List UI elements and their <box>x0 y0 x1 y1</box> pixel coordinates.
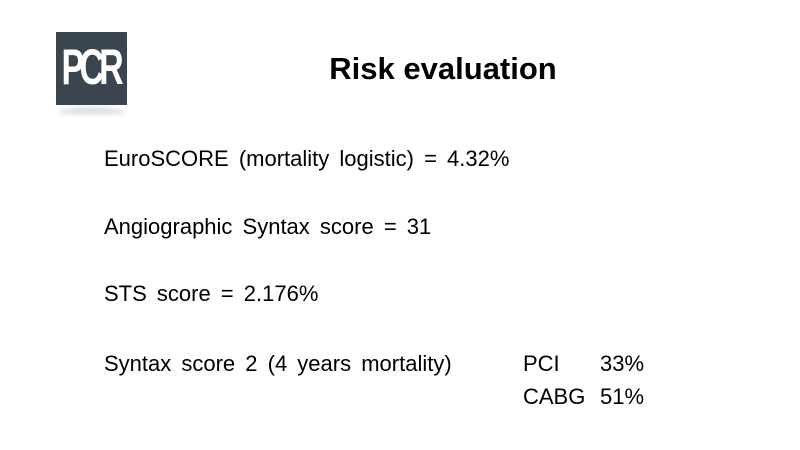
sts-score-line: STS score = 2.176% <box>104 281 319 306</box>
angiographic-syntax-score-line: Angiographic Syntax score = 31 <box>104 214 432 239</box>
syntax-score-2-line: Syntax score 2 (4 years mortality) <box>104 351 452 376</box>
pci-label: PCI <box>523 351 560 376</box>
pcr-logo: PCR <box>56 32 127 105</box>
logo-reflection <box>58 108 126 117</box>
pci-value: 33% <box>600 351 645 376</box>
euroscore-line: EuroSCORE (mortality logistic) = 4.32% <box>104 146 510 171</box>
pcr-logo-text: PCR <box>61 38 124 95</box>
cabg-value: 51% <box>600 384 645 409</box>
cabg-label: CABG <box>523 384 586 409</box>
page-title: Risk evaluation <box>329 51 557 86</box>
